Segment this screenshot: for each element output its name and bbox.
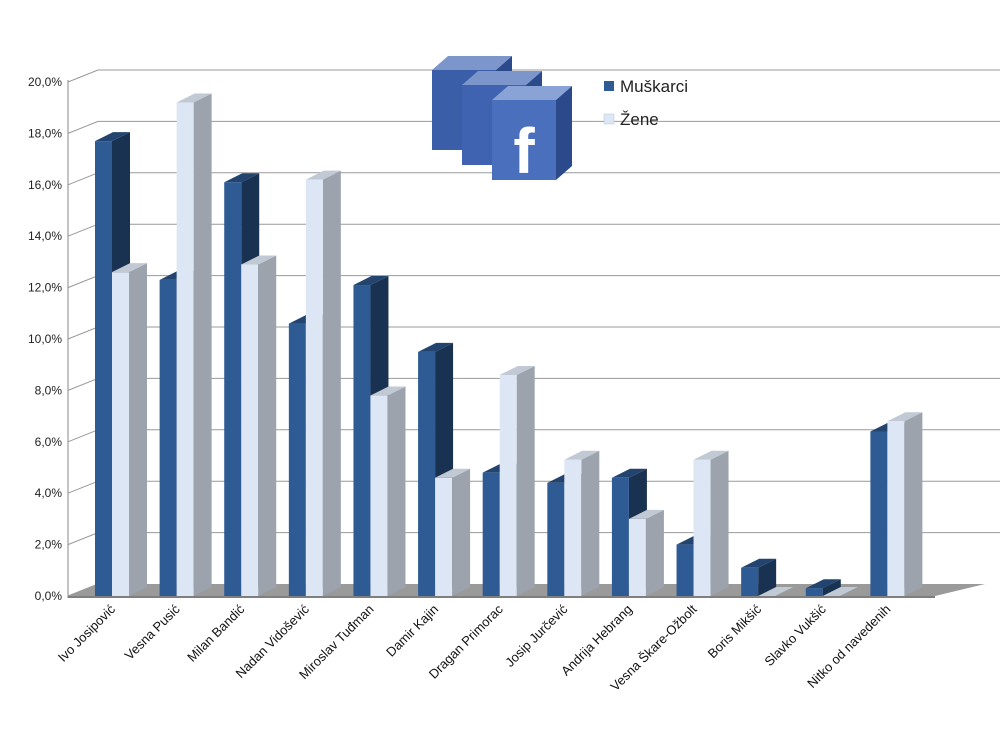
bar-zene: [628, 509, 664, 596]
bar-zene: [241, 255, 277, 596]
x-category-label: Josip Jurčević: [502, 601, 571, 670]
y-tick-label: 0,0%: [35, 589, 63, 603]
bar-zene: [499, 365, 535, 596]
gridline: [67, 583, 99, 597]
y-tick-label: 10,0%: [28, 332, 62, 346]
bar-zene: [370, 386, 406, 596]
bar-zene: [305, 170, 341, 596]
x-axis-labels: Ivo Josipović Vesna Pusić Milan BandićNada…: [55, 601, 894, 694]
gridline: [67, 480, 99, 494]
floor-front-edge: [68, 596, 935, 598]
x-category-label: Ivo Josipović: [55, 601, 119, 665]
legend: Muškarci Žene: [603, 77, 688, 129]
y-tick-label: 20,0%: [28, 75, 62, 89]
facebook-logo: f: [432, 56, 572, 187]
y-axis-ticks: 0,0% 2,0% 4,0% 6,0% 8,0% 10,0% 12,0% 14,0% 16,0%…: [28, 75, 62, 603]
bar-zene: [176, 93, 212, 596]
legend-swatch-muskarci: [604, 81, 614, 91]
x-category-label: Boris Mikšić: [705, 601, 765, 661]
bar-muskarci: [741, 558, 777, 596]
y-tick-label: 2,0%: [35, 538, 63, 552]
gridline: [67, 429, 99, 443]
bar-zene: [887, 412, 923, 596]
bar-zene: [564, 450, 600, 596]
bar-zene: [435, 468, 471, 596]
x-category-label: Damir Kajin: [383, 602, 441, 660]
legend-swatch-zene: [603, 113, 615, 125]
y-tick-label: 14,0%: [28, 229, 62, 243]
gridline: [67, 377, 99, 391]
y-tick-label: 16,0%: [28, 178, 62, 192]
y-tick-label: 6,0%: [35, 435, 63, 449]
gridline: [67, 69, 99, 83]
x-category-label: Vesna Pusić: [122, 601, 184, 663]
y-tick-label: 8,0%: [35, 383, 63, 397]
gridline: [67, 532, 99, 546]
gridline: [67, 275, 99, 289]
bar-zene: [758, 587, 794, 596]
y-tick-label: 12,0%: [28, 281, 62, 295]
y-tick-label: 18,0%: [28, 126, 62, 140]
gridline: [67, 326, 99, 340]
bar-zene: [112, 263, 147, 596]
gridline: [67, 120, 99, 134]
svg-text:f: f: [513, 115, 535, 187]
bars: [95, 93, 923, 597]
gridline: [67, 223, 99, 237]
bar-zene: [822, 587, 858, 596]
gridline: [67, 172, 99, 186]
x-category-label: Milan Bandić: [184, 601, 248, 665]
bar-muskarci: [805, 579, 841, 596]
legend-label-muskarci: Muškarci: [620, 77, 688, 96]
y-tick-label: 4,0%: [35, 486, 63, 500]
bar-zene: [693, 450, 729, 596]
legend-label-zene: Žene: [620, 110, 659, 129]
x-category-label: Slavko Vukšić: [761, 601, 829, 669]
